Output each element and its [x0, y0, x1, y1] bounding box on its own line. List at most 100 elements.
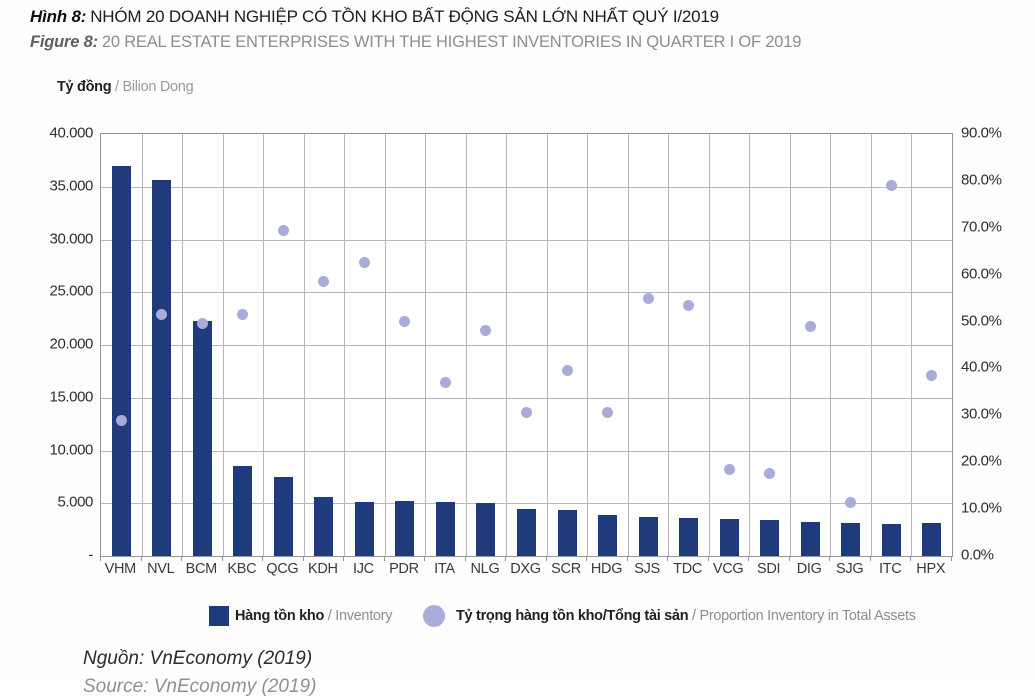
right-axis-tick: 70.0% [961, 218, 1002, 236]
x-axis-label-HDG: HDG [590, 561, 623, 577]
x-axis-label-ITC: ITC [878, 561, 902, 577]
left-axis-unit-label: Tỷ đồng / Bilion Dong [57, 79, 194, 95]
x-axis-tick-mark [626, 556, 628, 561]
x-axis-tick-mark [667, 556, 669, 561]
bar-NLG [476, 503, 496, 556]
v-gridline [141, 134, 143, 556]
x-axis-label-SDI: SDI [757, 561, 781, 577]
dot-HPX [926, 369, 938, 381]
x-axis-label-IJC: IJC [352, 561, 374, 577]
x-axis-tick-mark [545, 556, 547, 561]
bar-TDC [679, 518, 699, 556]
x-axis-label-SCR: SCR [551, 561, 581, 577]
dot-ITC [885, 180, 897, 192]
bar-NVL [152, 179, 172, 556]
x-axis-tick-mark [464, 556, 466, 561]
v-gridline [506, 134, 508, 556]
v-gridline [789, 134, 791, 556]
dot-NVL [156, 309, 168, 321]
x-axis-label-NVL: NVL [147, 561, 175, 577]
x-axis-label-NLG: NLG [470, 561, 500, 577]
right-axis-tick: 60.0% [961, 265, 1002, 283]
v-gridline [303, 134, 305, 556]
left-axis-tick: 40.000 [49, 124, 94, 142]
v-gridline [546, 134, 548, 556]
source-line-en: Source: VnEconomy (2019) [83, 676, 317, 697]
x-axis-label-VCG: VCG [712, 561, 744, 577]
v-gridline [182, 134, 184, 556]
v-gridline [465, 134, 467, 556]
x-axis-tick-mark [748, 556, 750, 561]
dot-QCG [277, 224, 289, 236]
bar-VHM [111, 165, 131, 556]
h-gridline [101, 397, 952, 399]
dot-NLG [480, 325, 492, 337]
h-gridline [101, 450, 952, 452]
x-axis-tick-mark [140, 556, 142, 561]
left-axis-tick: 35.000 [49, 177, 94, 195]
dot-HDG [602, 407, 614, 419]
right-axis-tick: 10.0% [961, 499, 1002, 517]
h-gridline [101, 239, 952, 241]
bar-SCR [557, 510, 577, 556]
dot-DIG [804, 320, 816, 332]
bar-IJC [354, 502, 374, 556]
bar-SJG [841, 522, 861, 556]
unit-label-vi: Tỷ đồng [57, 79, 112, 95]
v-gridline [911, 134, 913, 556]
page-subtitle: Figure 8: 20 REAL ESTATE ENTERPRISES WITH… [30, 33, 801, 52]
x-axis-tick-mark [100, 556, 101, 561]
v-gridline [708, 134, 710, 556]
proportion-legend-label-en: / Proportion Inventory in Total Assets [692, 608, 916, 624]
v-gridline [263, 134, 265, 556]
bar-HPX [922, 523, 942, 556]
x-axis-tick-mark [951, 556, 952, 561]
x-axis-label-SJG: SJG [836, 561, 864, 577]
bar-HDG [598, 514, 618, 556]
x-axis-tick-mark [262, 556, 264, 561]
h-gridline [101, 292, 952, 294]
x-axis-label-QCG: QCG [266, 561, 299, 577]
title-en-prefix: Figure 8: [30, 33, 98, 51]
inventory-legend-label: Hàng tồn kho / Inventory [235, 608, 392, 624]
x-axis-tick-mark [910, 556, 912, 561]
left-axis-tick: 20.000 [49, 335, 94, 353]
bar-DIG [800, 521, 820, 556]
dot-SDI [764, 468, 776, 480]
bar-ITC [881, 524, 901, 556]
dot-SCR [561, 365, 573, 377]
bar-QCG [273, 477, 293, 556]
right-axis-tick: 50.0% [961, 312, 1002, 330]
bar-SDI [760, 520, 780, 556]
v-gridline [587, 134, 589, 556]
proportion-legend-marker [423, 605, 445, 627]
title-en-text: 20 REAL ESTATE ENTERPRISES WITH THE HIGH… [101, 33, 802, 51]
left-axis-tick: 15.000 [49, 388, 94, 406]
x-axis-tick-mark [343, 556, 345, 561]
bar-KBC [233, 465, 253, 556]
bar-BCM [192, 321, 212, 556]
dot-KBC [237, 309, 249, 321]
x-axis-tick-mark [788, 556, 790, 561]
x-axis-label-KDH: KDH [308, 561, 338, 577]
x-axis-label-BCM: BCM [185, 561, 218, 577]
x-axis-label-DIG: DIG [796, 561, 822, 577]
v-gridline [425, 134, 427, 556]
title-vi-text: NHÓM 20 DOANH NGHIỆP CÓ TỒN KHO BẤT ĐỘNG… [90, 7, 719, 26]
h-gridline [101, 345, 952, 346]
page-title: Hình 8: NHÓM 20 DOANH NGHIỆP CÓ TỒN KHO B… [30, 7, 719, 27]
bar-DXG [517, 508, 536, 556]
dot-SJG [845, 496, 857, 508]
dot-VCG [723, 463, 735, 475]
v-gridline [870, 134, 872, 556]
v-gridline [384, 134, 386, 556]
dot-SJS [642, 292, 654, 304]
right-axis-tick: 20.0% [961, 452, 1002, 470]
bar-VCG [719, 518, 739, 556]
h-gridline [101, 186, 952, 188]
v-gridline [668, 134, 670, 556]
x-axis-label-ITA: ITA [434, 561, 455, 577]
inventory-legend-label-vi: Hàng tồn kho [235, 608, 325, 624]
x-axis-tick-mark [505, 556, 507, 561]
x-axis-tick-mark [302, 556, 304, 561]
